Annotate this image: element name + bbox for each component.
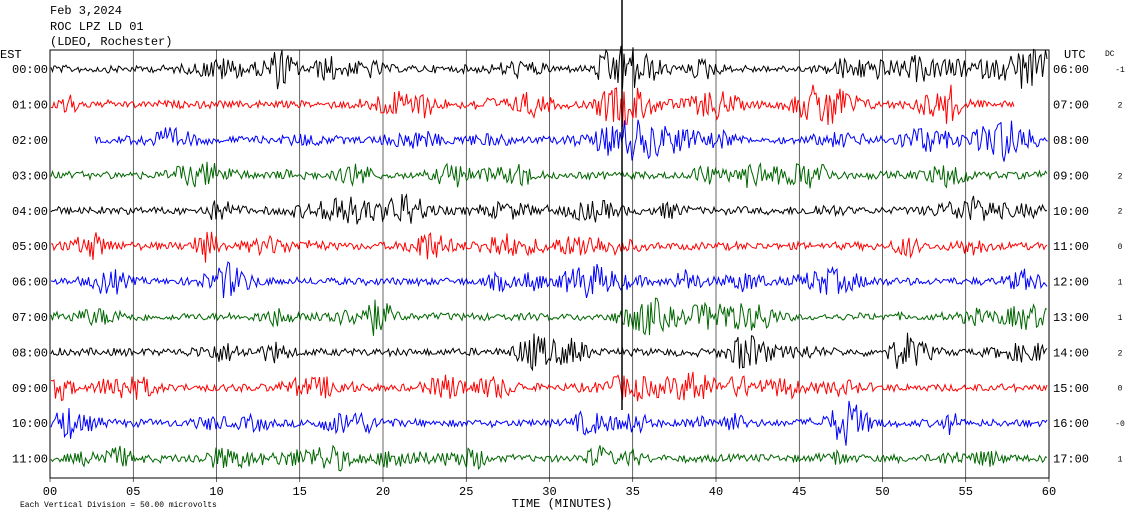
utc-label: 09:00 <box>1053 169 1089 183</box>
x-tick-label: 60 <box>1042 485 1056 499</box>
utc-label: 12:00 <box>1053 276 1089 290</box>
utc-label: 08:00 <box>1053 134 1089 148</box>
trace <box>50 84 1015 128</box>
right-axis-title: UTC <box>1064 48 1086 62</box>
dc-value: 2 <box>1118 208 1123 217</box>
utc-label: 13:00 <box>1053 311 1089 325</box>
dc-value: 2 <box>1118 349 1123 358</box>
dc-value: 1 <box>1118 456 1123 465</box>
utc-label: 11:00 <box>1053 240 1089 254</box>
dc-value: 1 <box>1118 314 1123 323</box>
network: (LDEO, Rochester) <box>50 35 172 49</box>
est-label: 08:00 <box>12 346 48 360</box>
est-label: 06:00 <box>12 276 48 290</box>
dc-value: -1 <box>1115 66 1125 75</box>
x-tick-label: 15 <box>293 485 307 499</box>
x-tick-label: 35 <box>626 485 640 499</box>
trace <box>94 119 1048 162</box>
trace <box>50 332 1048 372</box>
footer: Each Vertical Division = 50.00 microvolt… <box>20 501 217 510</box>
trace <box>50 371 1048 402</box>
est-label: 11:00 <box>12 453 48 467</box>
est-label: 02:00 <box>12 134 48 148</box>
dc-value: 1 <box>1118 279 1123 288</box>
trace <box>50 400 1048 446</box>
utc-label: 17:00 <box>1053 453 1089 467</box>
x-tick-label: 45 <box>792 485 806 499</box>
est-label: 00:00 <box>12 63 48 77</box>
utc-label: 16:00 <box>1053 417 1089 431</box>
utc-label: 14:00 <box>1053 346 1089 360</box>
trace <box>50 161 1048 189</box>
x-tick-label: 55 <box>959 485 973 499</box>
trace <box>50 261 1048 299</box>
trace <box>50 45 1048 90</box>
est-label: 09:00 <box>12 382 48 396</box>
est-label: 10:00 <box>12 417 48 431</box>
date: Feb 3,2024 <box>50 4 122 18</box>
left-axis-title: EST <box>0 48 22 62</box>
trace <box>50 193 1048 225</box>
utc-label: 10:00 <box>1053 205 1089 219</box>
dc-value: -0 <box>1115 420 1125 429</box>
x-tick-label: 05 <box>126 485 140 499</box>
dc-title: DC <box>1105 50 1115 59</box>
x-axis-label: TIME (MINUTES) <box>512 497 613 511</box>
dc-value: 2 <box>1118 102 1123 111</box>
est-label: 01:00 <box>12 99 48 113</box>
est-label: 05:00 <box>12 240 48 254</box>
x-tick-label: 10 <box>209 485 223 499</box>
utc-label: 06:00 <box>1053 63 1089 77</box>
x-tick-label: 30 <box>542 485 556 499</box>
station: ROC LPZ LD 01 <box>50 20 144 34</box>
est-label: 04:00 <box>12 205 48 219</box>
dc-value: 0 <box>1118 385 1123 394</box>
est-label: 03:00 <box>12 169 48 183</box>
x-tick-label: 20 <box>376 485 390 499</box>
utc-label: 07:00 <box>1053 99 1089 113</box>
x-tick-label: 40 <box>709 485 723 499</box>
utc-label: 15:00 <box>1053 382 1089 396</box>
dc-value: 0 <box>1118 243 1123 252</box>
trace <box>50 231 1048 263</box>
trace <box>50 444 1048 472</box>
est-label: 07:00 <box>12 311 48 325</box>
trace <box>50 297 1048 336</box>
x-tick-label: 25 <box>459 485 473 499</box>
x-tick-label: 00 <box>43 485 57 499</box>
x-tick-label: 50 <box>875 485 889 499</box>
dc-value: 2 <box>1118 172 1123 181</box>
